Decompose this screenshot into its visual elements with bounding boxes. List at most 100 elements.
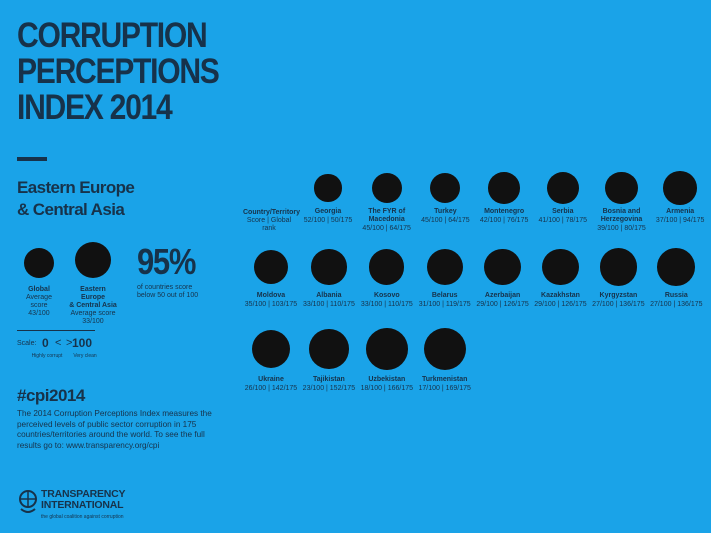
- country-name: Kyrgyzstan: [599, 292, 638, 299]
- scale-divider: [17, 330, 95, 331]
- region-line-2: & Central Asia: [17, 200, 125, 219]
- percent-below-50: 95%: [137, 241, 196, 282]
- global-average-sub: Average score: [26, 294, 52, 309]
- logo-tagline: the global coalition against corruption: [41, 514, 124, 520]
- page-margin: [711, 0, 720, 540]
- country-name: Moldova: [256, 292, 286, 299]
- country-score-rank: 35/100 | 103/175: [244, 301, 298, 308]
- country-circle: [546, 172, 579, 204]
- country-name: Turkey: [434, 208, 457, 215]
- country-circle: [605, 171, 638, 205]
- country-label: Armenia 37/100 | 94/175: [651, 208, 709, 225]
- country-circle: [366, 328, 408, 370]
- country-label: Kosovo 33/100 | 110/175: [358, 292, 416, 309]
- country-label: Bosnia and Herzegovina 39/100 | 80/175: [593, 208, 651, 233]
- country-circle: [423, 328, 466, 370]
- country-circle: [253, 249, 289, 285]
- logo-name-line-1: TRANSPARENCY: [41, 488, 126, 500]
- regional-average-label: Eastern Europe & Central Asia Average sc…: [68, 286, 118, 326]
- country-circle: [426, 248, 463, 286]
- country-name: Tajikistan: [313, 376, 345, 383]
- country-name: Turkmenistan: [421, 376, 468, 383]
- regional-average-sub: Average score: [70, 310, 116, 317]
- country-circle: [251, 329, 291, 369]
- country-name: Uzbekistan: [368, 376, 406, 383]
- country-name: Kazakhstan: [541, 292, 580, 299]
- country-name: Belarus: [431, 292, 458, 299]
- country-score-rank: 27/100 | 136/175: [650, 301, 703, 308]
- country-score-rank: 42/100 | 76/175: [479, 217, 529, 224]
- country-label: Ukraine 26/100 | 142/175: [242, 376, 300, 393]
- country-name: Kosovo: [373, 292, 400, 299]
- country-label: Kyrgyzstan 27/100 | 136/175: [589, 292, 647, 309]
- scale-greater-than: >: [66, 337, 73, 349]
- country-name: Azerbaijan: [484, 292, 521, 299]
- country-circle: [657, 248, 696, 286]
- country-header: Country/Territory Score | Global rank: [243, 209, 301, 233]
- country-label: Uzbekistan 18/100 | 166/175: [358, 376, 416, 393]
- country-name: Ukraine: [258, 376, 284, 383]
- regional-average-value: 33/100: [82, 318, 104, 325]
- country-name: Montenegro: [484, 208, 525, 215]
- country-name: Serbia: [552, 208, 574, 215]
- hashtag: #cpi2014: [17, 386, 85, 405]
- country-score-rank: 27/100 | 136/175: [592, 301, 645, 308]
- country-label: Montenegro 42/100 | 76/175: [475, 208, 533, 225]
- country-label: Kazakhstan 29/100 | 126/175: [532, 292, 590, 309]
- country-label: Belarus 31/100 | 119/175: [416, 292, 474, 309]
- infographic-title: CORRUPTION PERCEPTIONS INDEX 2014: [17, 16, 220, 126]
- country-circles-chart: Georgia 52/100 | 50/175 The FYR of Macedon…: [242, 171, 709, 393]
- country-score-rank: 52/100 | 50/175: [303, 217, 353, 224]
- country-circle: [430, 172, 461, 204]
- country-score-rank: 45/100 | 64/175: [362, 225, 411, 232]
- country-name: Russia: [664, 292, 688, 299]
- country-circle: [314, 174, 342, 202]
- description: The 2014 Corruption Perceptions Index me…: [17, 409, 212, 450]
- country-score-rank: 17/100 | 169/175: [418, 385, 471, 392]
- region-line-1: Eastern Europe: [17, 178, 135, 197]
- country-label: Russia 27/100 | 136/175: [647, 292, 705, 309]
- global-average-name: Global: [28, 286, 50, 293]
- country-score-rank: 18/100 | 166/175: [360, 385, 413, 392]
- country-label: The FYR of Macedonia 45/100 | 64/175: [358, 208, 416, 233]
- country-score-rank: 45/100 | 64/175: [421, 217, 470, 224]
- country-score-rank: 26/100 | 142/175: [244, 385, 298, 392]
- logo-name: TRANSPARENCY INTERNATIONAL: [41, 489, 171, 511]
- infographic-canvas: CORRUPTION PERCEPTIONS INDEX 2014 Easter…: [0, 0, 711, 533]
- transparency-international-logo: TRANSPARENCY INTERNATIONAL the global co…: [17, 489, 177, 523]
- scale-label: Scale:: [17, 340, 37, 347]
- country-score-rank: 37/100 | 94/175: [655, 217, 705, 224]
- country-name: Bosnia and Herzegovina: [600, 208, 643, 223]
- transparency-international-logo-icon: [19, 490, 37, 513]
- scale-max-label: Very clean: [73, 353, 97, 359]
- country-circle: [663, 171, 697, 205]
- country-name: Albania: [316, 292, 342, 299]
- country-name: The FYR of Macedonia: [368, 208, 406, 223]
- country-name: Georgia: [314, 208, 342, 215]
- country-circle: [488, 172, 520, 204]
- scale-less-than: <: [55, 337, 62, 349]
- country-label: Tajikistan 23/100 | 152/175: [300, 376, 358, 393]
- scale-min: 0: [42, 336, 49, 350]
- country-score-rank: 39/100 | 80/175: [597, 225, 646, 232]
- global-average-value: 43/100: [28, 310, 50, 317]
- country-label: Turkmenistan 17/100 | 169/175: [416, 376, 474, 393]
- country-name: Armenia: [666, 208, 695, 215]
- region-heading: Eastern Europe & Central Asia: [17, 177, 187, 221]
- title-line-1: CORRUPTION: [17, 16, 208, 55]
- country-score-rank: 29/100 | 126/175: [534, 301, 587, 308]
- country-circle: [371, 172, 402, 204]
- scale-max: 100: [72, 336, 93, 350]
- country-label: Moldova 35/100 | 103/175: [242, 292, 300, 309]
- global-average-label: Global Average score 43/100: [18, 286, 60, 318]
- percent-below-50-label: of countries score below 50 out of 100: [137, 284, 199, 299]
- country-label: Turkey 45/100 | 64/175: [416, 208, 474, 225]
- global-average-dot: [24, 248, 54, 278]
- country-circle: [311, 249, 347, 285]
- country-header-title: Country/Territory: [243, 209, 301, 216]
- country-circle: [309, 329, 349, 369]
- scale-min-label: Highly corrupt: [31, 353, 63, 359]
- country-circle: [369, 249, 405, 285]
- country-label: Azerbaijan 29/100 | 126/175: [474, 292, 532, 309]
- country-score-rank: 33/100 | 110/175: [302, 301, 355, 308]
